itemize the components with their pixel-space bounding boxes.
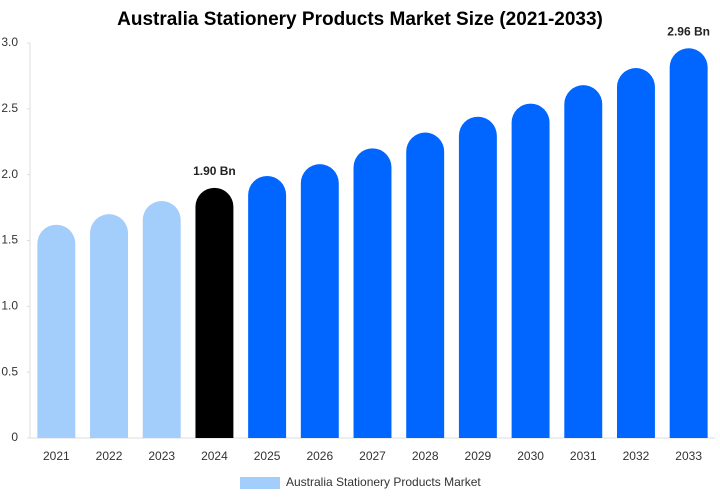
bar (195, 187, 234, 438)
y-tick-label: 3.0 (1, 35, 18, 49)
x-tick-label: 2022 (96, 449, 123, 463)
x-tick-label: 2026 (306, 449, 333, 463)
bar (616, 68, 655, 438)
x-tick-label: 2027 (359, 449, 386, 463)
y-tick-label: 0 (11, 430, 18, 444)
x-tick-label: 2021 (43, 449, 70, 463)
x-tick-label: 2025 (254, 449, 281, 463)
y-tick-label: 2.5 (1, 101, 18, 115)
y-tick-label: 0.5 (1, 364, 18, 378)
y-tick-label: 1.0 (1, 299, 18, 313)
bar (353, 148, 392, 439)
value-label: 1.90 Bn (193, 164, 236, 178)
bar (90, 214, 129, 438)
bar (406, 132, 445, 439)
chart-title: Australia Stationery Products Market Siz… (117, 9, 603, 30)
x-tick-label: 2023 (148, 449, 175, 463)
x-tick-label: 2031 (570, 449, 597, 463)
bar (248, 175, 287, 438)
x-tick-label: 2028 (412, 449, 439, 463)
bar (142, 201, 181, 438)
bar (564, 85, 603, 438)
bar (37, 224, 76, 438)
bar (511, 103, 550, 439)
legend-label: Australia Stationery Products Market (286, 475, 481, 489)
bar (300, 164, 339, 438)
x-tick-label: 2030 (517, 449, 544, 463)
legend-swatch (240, 477, 280, 489)
bar (458, 116, 497, 438)
y-tick-label: 2.0 (1, 167, 18, 181)
x-tick-label: 2032 (623, 449, 650, 463)
value-label: 2.96 Bn (667, 24, 710, 38)
y-tick-label: 1.5 (1, 233, 18, 247)
x-tick-label: 2024 (201, 449, 228, 463)
x-tick-label: 2033 (675, 449, 702, 463)
x-tick-label: 2029 (465, 449, 492, 463)
bar (669, 48, 708, 439)
